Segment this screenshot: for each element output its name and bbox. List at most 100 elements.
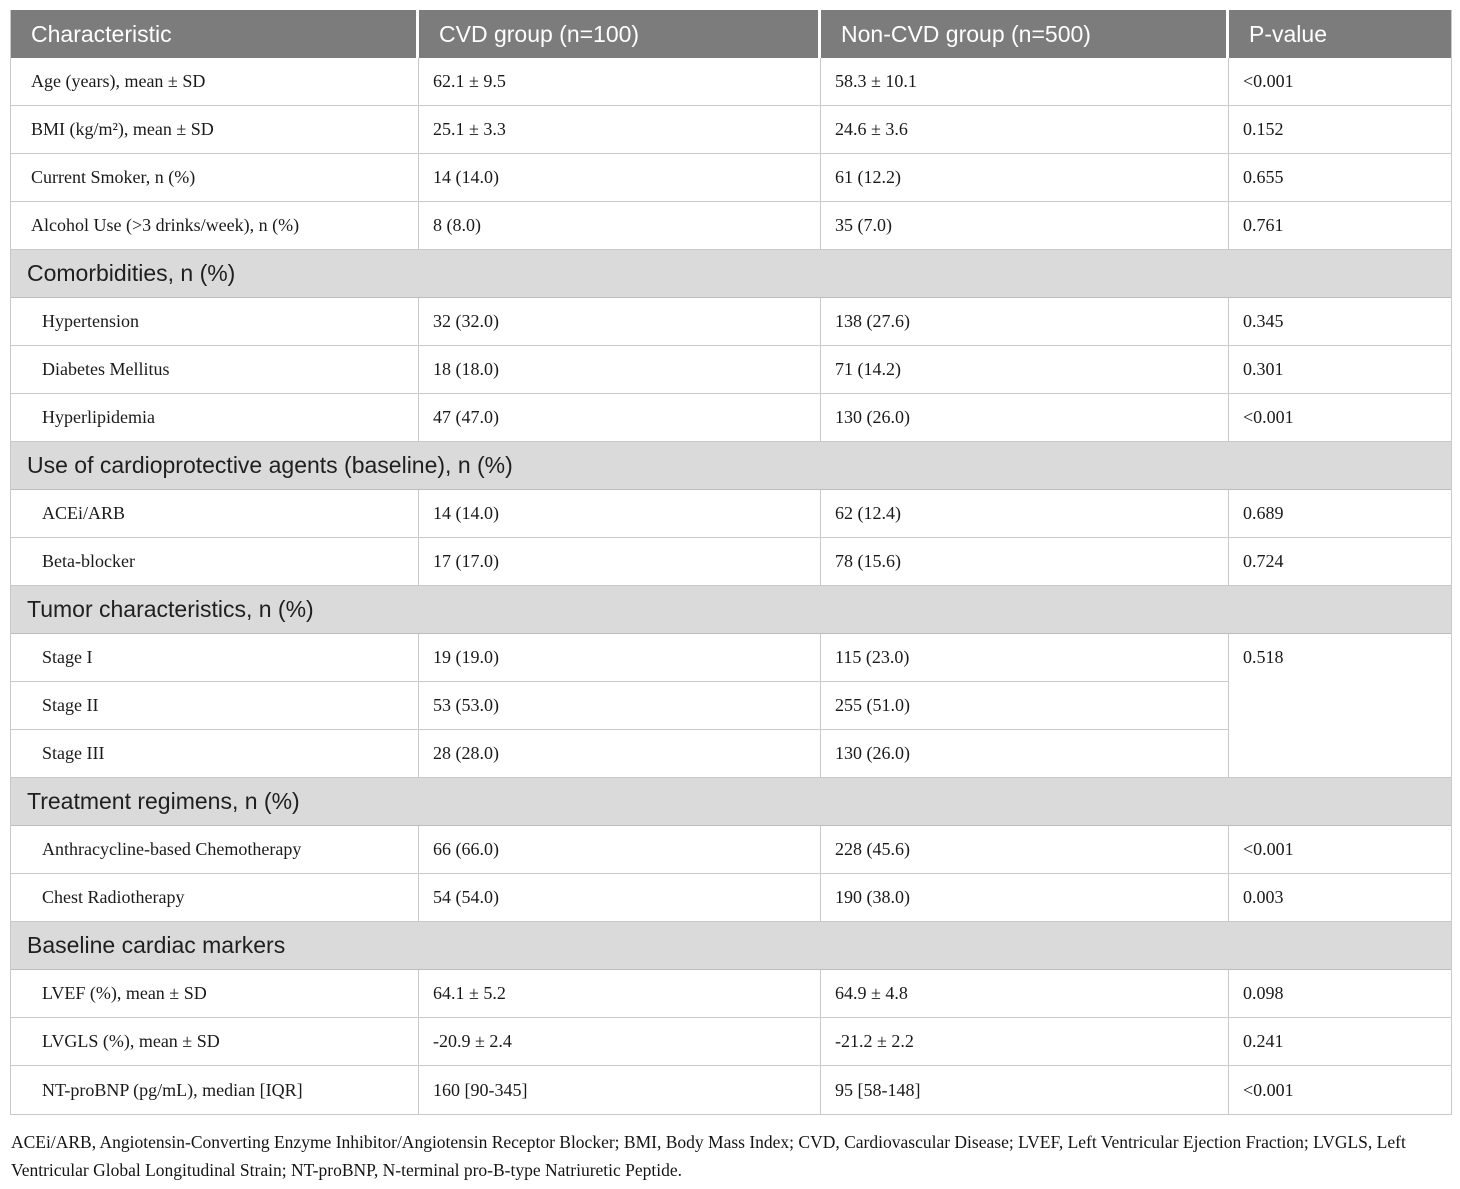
value-cell: 130 (26.0) bbox=[821, 394, 1229, 442]
section-label: Tumor characteristics, n (%) bbox=[11, 586, 1451, 634]
p-value-cell: <0.001 bbox=[1229, 394, 1451, 442]
value-cell: 58.3 ± 10.1 bbox=[821, 58, 1229, 106]
table-row: Hyperlipidemia 47 (47.0) 130 (26.0) <0.001 bbox=[11, 394, 1451, 442]
value-cell: 95 [58-148] bbox=[821, 1066, 1229, 1114]
p-value-cell: 0.152 bbox=[1229, 106, 1451, 154]
characteristic-cell: NT-proBNP (pg/mL), median [IQR] bbox=[11, 1066, 419, 1114]
value-cell: 8 (8.0) bbox=[419, 202, 821, 250]
section-row: Use of cardioprotective agents (baseline… bbox=[11, 442, 1451, 490]
col-header-characteristic: Characteristic bbox=[11, 10, 419, 58]
table-row: LVGLS (%), mean ± SD -20.9 ± 2.4 -21.2 ± 2… bbox=[11, 1018, 1451, 1066]
value-cell: 62 (12.4) bbox=[821, 490, 1229, 538]
table-row: Stage I 19 (19.0) 115 (23.0) 0.518 bbox=[11, 634, 1451, 778]
characteristic-cell: Age (years), mean ± SD bbox=[11, 58, 419, 106]
value-cell: 18 (18.0) bbox=[419, 346, 821, 394]
table-row: Current Smoker, n (%) 14 (14.0) 61 (12.2) 0… bbox=[11, 154, 1451, 202]
value-cell: 61 (12.2) bbox=[821, 154, 1229, 202]
value-cell: 14 (14.0) bbox=[419, 154, 821, 202]
characteristic-cell: ACEi/ARB bbox=[11, 490, 419, 538]
table-row: Hypertension 32 (32.0) 138 (27.6) 0.345 bbox=[11, 298, 1451, 346]
value-cell: 25.1 ± 3.3 bbox=[419, 106, 821, 154]
table-row: Beta-blocker 17 (17.0) 78 (15.6) 0.724 bbox=[11, 538, 1451, 586]
baseline-characteristics-table: Characteristic CVD group (n=100) Non-CVD… bbox=[10, 10, 1452, 1115]
characteristic-cell: BMI (kg/m²), mean ± SD bbox=[11, 106, 419, 154]
value-cell: 66 (66.0) bbox=[419, 826, 821, 874]
value-cell: 53 (53.0) bbox=[419, 682, 821, 730]
characteristic-cell: Hyperlipidemia bbox=[11, 394, 419, 442]
header-row: Characteristic CVD group (n=100) Non-CVD… bbox=[11, 10, 1451, 58]
characteristic-cell: Hypertension bbox=[11, 298, 419, 346]
characteristic-cell: Stage I bbox=[11, 634, 419, 682]
characteristic-cell: Stage II bbox=[11, 682, 419, 730]
col-header-p-value: P-value bbox=[1229, 10, 1451, 58]
value-cell: -21.2 ± 2.2 bbox=[821, 1018, 1229, 1066]
p-value-cell: <0.001 bbox=[1229, 58, 1451, 106]
value-cell: 228 (45.6) bbox=[821, 826, 1229, 874]
col-header-cvd-group: CVD group (n=100) bbox=[419, 10, 821, 58]
p-value-cell: 0.655 bbox=[1229, 154, 1451, 202]
p-value-cell: 0.098 bbox=[1229, 970, 1451, 1018]
p-value-cell: 0.345 bbox=[1229, 298, 1451, 346]
characteristic-cell: LVEF (%), mean ± SD bbox=[11, 970, 419, 1018]
table-row: Anthracycline-based Chemotherapy 66 (66.0… bbox=[11, 826, 1451, 874]
table-row: Stage II 53 (53.0) 255 (51.0) bbox=[11, 682, 1451, 730]
value-cell: 255 (51.0) bbox=[821, 682, 1229, 730]
p-value-cell: 0.301 bbox=[1229, 346, 1451, 394]
table-row: Diabetes Mellitus 18 (18.0) 71 (14.2) 0.301 bbox=[11, 346, 1451, 394]
section-row: Comorbidities, n (%) bbox=[11, 250, 1451, 298]
p-value-cell: <0.001 bbox=[1229, 826, 1451, 874]
value-cell: 71 (14.2) bbox=[821, 346, 1229, 394]
value-cell: 64.1 ± 5.2 bbox=[419, 970, 821, 1018]
characteristic-cell: Alcohol Use (>3 drinks/week), n (%) bbox=[11, 202, 419, 250]
table-row: BMI (kg/m²), mean ± SD 25.1 ± 3.3 24.6 ± 3… bbox=[11, 106, 1451, 154]
section-row: Baseline cardiac markers bbox=[11, 922, 1451, 970]
value-cell: -20.9 ± 2.4 bbox=[419, 1018, 821, 1066]
characteristic-cell: Anthracycline-based Chemotherapy bbox=[11, 826, 419, 874]
p-value-cell: 0.518 bbox=[1229, 634, 1451, 778]
value-cell: 35 (7.0) bbox=[821, 202, 1229, 250]
section-row: Treatment regimens, n (%) bbox=[11, 778, 1451, 826]
characteristic-cell: Stage III bbox=[11, 730, 419, 778]
table-row: Stage III 28 (28.0) 130 (26.0) bbox=[11, 730, 1451, 778]
characteristic-cell: Chest Radiotherapy bbox=[11, 874, 419, 922]
value-cell: 19 (19.0) bbox=[419, 634, 821, 682]
value-cell: 54 (54.0) bbox=[419, 874, 821, 922]
p-value-cell: <0.001 bbox=[1243, 1079, 1294, 1100]
table-row: Chest Radiotherapy 54 (54.0) 190 (38.0) 0.0… bbox=[11, 874, 1451, 922]
value-cell: 17 (17.0) bbox=[419, 538, 821, 586]
table-footnote: ACEi/ARB, Angiotensin-Converting Enzyme … bbox=[11, 1132, 1406, 1181]
table-row: Age (years), mean ± SD 62.1 ± 9.5 58.3 ± 1… bbox=[11, 58, 1451, 106]
section-label: Comorbidities, n (%) bbox=[11, 250, 1451, 298]
table-row: NT-proBNP (pg/mL), median [IQR] 160 [90-3… bbox=[11, 1066, 1451, 1114]
characteristic-cell: Diabetes Mellitus bbox=[11, 346, 419, 394]
col-header-non-cvd-group: Non-CVD group (n=500) bbox=[821, 10, 1229, 58]
value-cell: 32 (32.0) bbox=[419, 298, 821, 346]
p-value-cell: 0.241 bbox=[1229, 1018, 1451, 1066]
value-cell: 28 (28.0) bbox=[419, 730, 821, 778]
value-cell: 115 (23.0) bbox=[821, 634, 1229, 682]
value-cell: 78 (15.6) bbox=[821, 538, 1229, 586]
value-cell: 47 (47.0) bbox=[419, 394, 821, 442]
value-cell: 130 (26.0) bbox=[821, 730, 1229, 778]
value-cell: 138 (27.6) bbox=[821, 298, 1229, 346]
p-value-cell: 0.724 bbox=[1229, 538, 1451, 586]
p-value-cell: 0.761 bbox=[1229, 202, 1451, 250]
p-value-cell: 0.003 bbox=[1229, 874, 1451, 922]
value-cell: 190 (38.0) bbox=[821, 874, 1229, 922]
characteristic-cell: Current Smoker, n (%) bbox=[11, 154, 419, 202]
characteristic-cell: Beta-blocker bbox=[11, 538, 419, 586]
section-label: Baseline cardiac markers bbox=[11, 922, 1451, 970]
section-label: Treatment regimens, n (%) bbox=[11, 778, 1451, 826]
section-row: Tumor characteristics, n (%) bbox=[11, 586, 1451, 634]
table-row: LVEF (%), mean ± SD 64.1 ± 5.2 64.9 ± 4.8 0… bbox=[11, 970, 1451, 1018]
section-label: Use of cardioprotective agents (baseline… bbox=[11, 442, 1451, 490]
value-cell: 14 (14.0) bbox=[419, 490, 821, 538]
value-cell: 160 [90-345] bbox=[419, 1066, 821, 1114]
value-cell: 64.9 ± 4.8 bbox=[821, 970, 1229, 1018]
table-row: ACEi/ARB 14 (14.0) 62 (12.4) 0.689 bbox=[11, 490, 1451, 538]
table-row: Alcohol Use (>3 drinks/week), n (%) 8 (8.… bbox=[11, 202, 1451, 250]
value-cell: 62.1 ± 9.5 bbox=[419, 58, 821, 106]
value-cell: 24.6 ± 3.6 bbox=[821, 106, 1229, 154]
characteristic-cell: LVGLS (%), mean ± SD bbox=[11, 1018, 419, 1066]
